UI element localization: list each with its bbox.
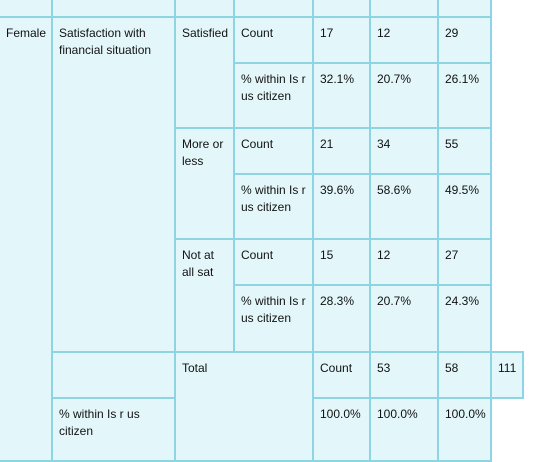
percent-cell: 28.3% bbox=[312, 284, 371, 353]
count-cell: 29 bbox=[437, 16, 492, 64]
total-measure-percent: % within Is r us citizen bbox=[51, 397, 176, 462]
total-label: Total bbox=[174, 351, 314, 462]
percent-cell: 32.1% bbox=[312, 62, 371, 129]
variable-label: Satisfaction with financial situation bbox=[51, 16, 176, 353]
percent-cell: 49.5% bbox=[437, 173, 492, 240]
measure-percent: % within Is r us citizen bbox=[233, 284, 314, 353]
count-cell: 34 bbox=[369, 127, 439, 175]
row-label-satisfied: Satisfied bbox=[174, 16, 235, 129]
total-percent-cell: 100.0% bbox=[437, 397, 492, 462]
total-count-cell: 111 bbox=[490, 351, 524, 399]
percent-cell: 26.1% bbox=[437, 62, 492, 129]
row-label-not-at-all: Not at all sat bbox=[174, 238, 235, 353]
group-label: Female bbox=[0, 16, 53, 462]
total-count-cell: 53 bbox=[369, 351, 439, 399]
percent-cell: 58.6% bbox=[369, 173, 439, 240]
count-cell: 27 bbox=[437, 238, 492, 286]
count-cell: 55 bbox=[437, 127, 492, 175]
count-cell: 17 bbox=[312, 16, 371, 64]
percent-cell: 20.7% bbox=[369, 62, 439, 129]
count-cell: 15 bbox=[312, 238, 371, 286]
percent-cell: 24.3% bbox=[437, 284, 492, 353]
row-label-more-or-less: More or less bbox=[174, 127, 235, 240]
total-measure-count: Count bbox=[312, 351, 371, 399]
percent-cell: 20.7% bbox=[369, 284, 439, 353]
count-cell: 12 bbox=[369, 16, 439, 64]
total-percent-cell: 100.0% bbox=[369, 397, 439, 462]
count-cell: 12 bbox=[369, 238, 439, 286]
measure-count: Count bbox=[233, 16, 314, 64]
count-cell: 21 bbox=[312, 127, 371, 175]
percent-cell: 39.6% bbox=[312, 173, 371, 240]
measure-count: Count bbox=[233, 127, 314, 175]
measure-percent: % within Is r us citizen bbox=[233, 62, 314, 129]
measure-count: Count bbox=[233, 238, 314, 286]
total-percent-cell: 100.0% bbox=[312, 397, 371, 462]
measure-percent: % within Is r us citizen bbox=[233, 173, 314, 240]
total-count-cell: 58 bbox=[437, 351, 492, 399]
empty-cell bbox=[51, 351, 176, 399]
